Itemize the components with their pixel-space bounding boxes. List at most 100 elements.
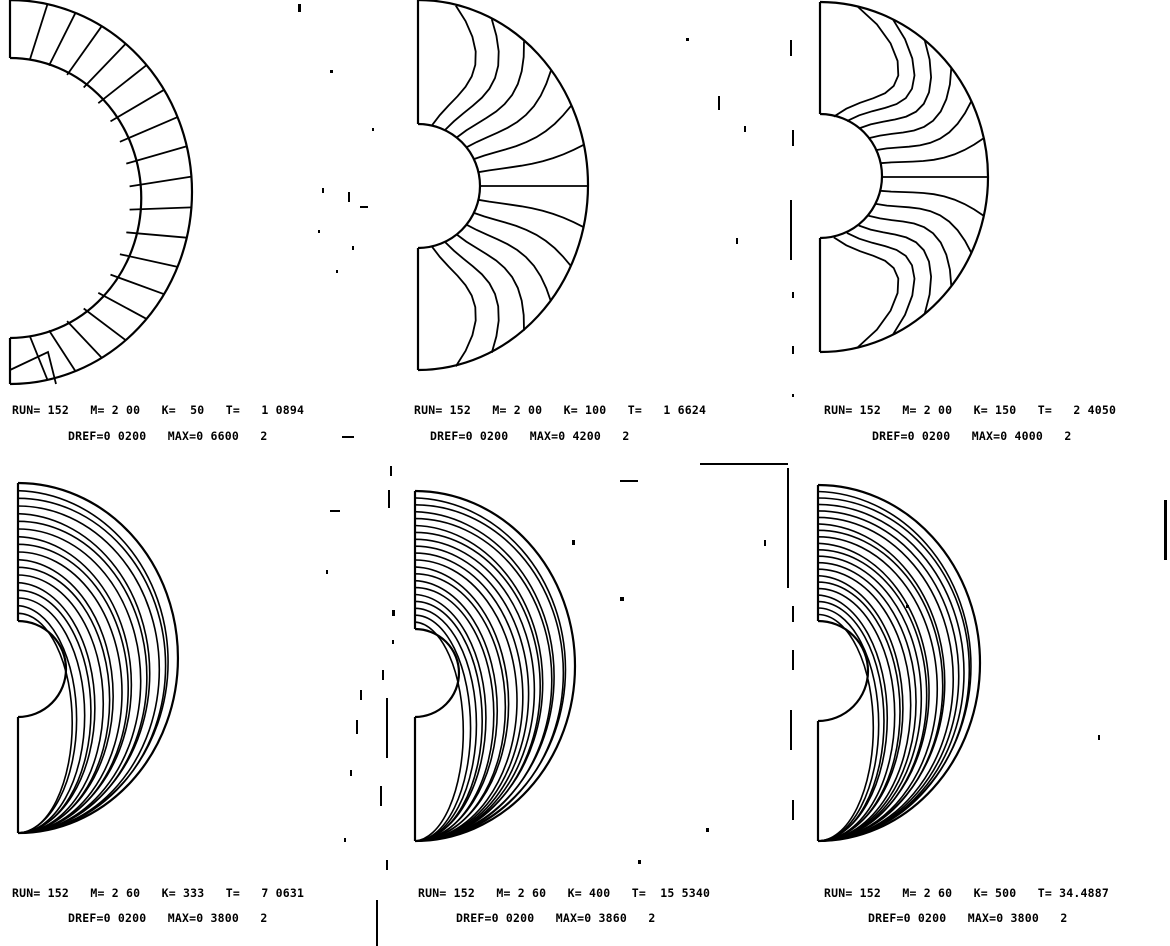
contour-panel-6: RUN= 152 M= 2 60 K= 500 T= 34.4887 DREF=… [780, 473, 1170, 946]
contour-line [817, 568, 912, 842]
caption-line-1: RUN= 152 M= 2 00 K= 100 T= 1 6624 [414, 403, 707, 417]
contour-line [48, 12, 77, 67]
contour-line [28, 335, 49, 381]
contour-panel-3: RUN= 152 M= 2 00 K= 150 T= 2 4050 DREF=0… [780, 0, 1170, 473]
contour-line [129, 175, 192, 188]
contour-line [466, 223, 552, 302]
contour-line [833, 236, 900, 349]
contour-line [444, 241, 500, 353]
contour-line [17, 535, 133, 834]
annulus-contour-plot-2 [416, 0, 590, 372]
contour-line [880, 189, 985, 217]
inner-boundary [9, 56, 143, 340]
contour-lines [414, 497, 567, 842]
contour-line [858, 39, 933, 130]
contour-line [473, 212, 572, 267]
caption-line-2: DREF=0 0200 MAX=0 6600 2 [68, 429, 268, 443]
contour-line [129, 206, 192, 211]
contour-panel-1: RUN= 152 M= 2 00 K= 50 T= 1 0894 DREF=0 … [0, 0, 390, 473]
outer-boundary [17, 481, 180, 835]
contour-line [880, 137, 985, 165]
contour-line [875, 203, 973, 254]
contour-line [17, 597, 86, 834]
contour-panel-2: RUN= 152 M= 2 00 K= 100 T= 1 6624 DREF=0… [390, 0, 780, 473]
contour-line [456, 233, 525, 331]
contour-line [126, 145, 188, 165]
caption-line-2: DREF=0 0200 MAX=0 4200 2 [430, 429, 630, 443]
contour-line [817, 523, 946, 842]
outer-boundary [817, 483, 982, 843]
contour-line [817, 516, 955, 842]
contour-line [817, 490, 972, 842]
annulus-contour-plot-6 [816, 483, 982, 843]
contour-line [17, 489, 169, 834]
contour-line [817, 510, 960, 842]
caption-line-2: DREF=0 0200 MAX=0 3800 2 [868, 911, 1068, 925]
caption-line-2: DREF=0 0200 MAX=0 4000 2 [872, 429, 1072, 443]
contour-line [9, 350, 57, 385]
contour-line [66, 25, 103, 76]
contour-lines [817, 490, 972, 842]
caption-line-2: DREF=0 0200 MAX=0 3860 2 [456, 911, 656, 925]
contour-line [17, 581, 96, 834]
contour-line [414, 614, 472, 842]
contour-line [97, 292, 148, 320]
contour-line [478, 143, 585, 174]
contour-lines [17, 489, 169, 834]
contour-lines [833, 5, 988, 349]
contour-line [83, 307, 127, 341]
contour-line [846, 232, 916, 336]
contour-line [17, 574, 105, 834]
caption-line-1: RUN= 152 M= 2 60 K= 400 T= 15 5340 [418, 886, 711, 900]
contour-line [414, 524, 544, 842]
contour-line [414, 621, 465, 842]
contour-line [414, 607, 478, 842]
contour-line [17, 551, 123, 834]
contour-line [66, 320, 103, 359]
outer-boundary [417, 0, 590, 372]
plot-geometry [8, 0, 194, 386]
annulus-contour-plot-3 [818, 0, 990, 354]
caption-line-1: RUN= 152 M= 2 00 K= 150 T= 2 4050 [824, 403, 1117, 417]
contour-line [126, 231, 187, 239]
contour-line [414, 579, 499, 842]
contour-line [846, 18, 916, 122]
contour-line [817, 587, 896, 842]
contour-line [83, 43, 127, 89]
contour-line [17, 558, 114, 834]
contour-line [478, 198, 585, 229]
caption-line-1: RUN= 152 M= 2 00 K= 50 T= 1 0894 [12, 403, 305, 417]
contour-line [444, 19, 500, 131]
contour-line [28, 3, 49, 61]
contour-lines [431, 5, 588, 367]
contour-line [431, 245, 477, 367]
contour-line [414, 497, 567, 842]
contour-line [17, 512, 151, 834]
annulus-contour-plot-1 [8, 0, 194, 386]
contour-line [875, 100, 973, 151]
annulus-contour-plot-4 [16, 481, 180, 835]
contour-line [97, 64, 148, 104]
contour-line [466, 70, 552, 149]
contour-panel-4: RUN= 152 M= 2 60 K= 333 T= 7 0631 DREF=0… [0, 473, 390, 946]
contour-line [119, 116, 178, 143]
contour-line [110, 89, 165, 123]
contour-line [817, 561, 917, 842]
contour-line [473, 105, 572, 160]
caption-line-1: RUN= 152 M= 2 60 K= 500 T= 34.4887 [824, 886, 1109, 900]
plot-geometry [816, 483, 982, 843]
contour-line [456, 41, 525, 139]
contour-line [817, 594, 889, 842]
contour-line [817, 613, 875, 842]
contour-line [414, 593, 487, 842]
contour-line [110, 273, 165, 296]
contour-line [817, 542, 930, 842]
contour-line [414, 552, 524, 842]
contour-panel-5: RUN= 152 M= 2 60 K= 400 T= 15 5340 DREF=… [390, 473, 780, 946]
caption-line-1: RUN= 152 M= 2 60 K= 333 T= 7 0631 [12, 886, 305, 900]
contour-line [119, 253, 178, 268]
contour-line [431, 5, 477, 127]
caption-line-2: DREF=0 0200 MAX=0 3800 2 [68, 911, 268, 925]
outer-boundary [9, 0, 194, 386]
